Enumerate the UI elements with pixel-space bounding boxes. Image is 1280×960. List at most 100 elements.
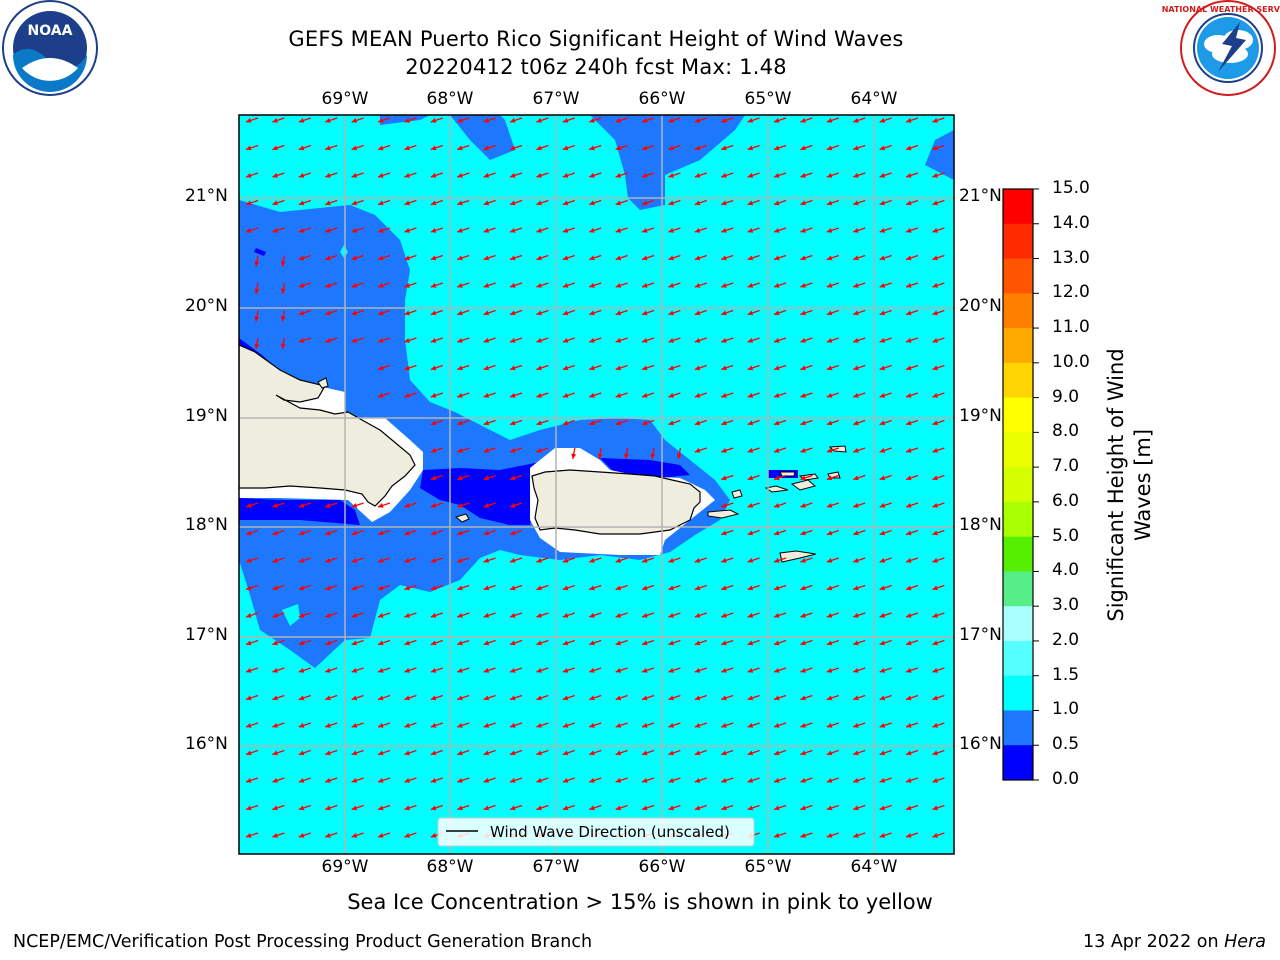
wave-direction-arrowhead — [351, 145, 358, 151]
wave-direction-arrowhead — [483, 255, 490, 261]
wave-direction-arrowhead — [826, 558, 833, 563]
wave-direction-arrowhead — [694, 393, 701, 398]
wave-direction-arrowhead — [853, 750, 859, 756]
wave-direction-arrowhead — [378, 530, 384, 536]
wave-direction-arrowhead — [853, 228, 859, 233]
wave-direction-arrowhead — [774, 558, 780, 563]
wave-direction-arrowhead — [800, 145, 806, 151]
wave-direction-arrowhead — [510, 750, 516, 756]
wave-direction-arrowhead — [932, 448, 938, 453]
wave-direction-arrowhead — [430, 668, 437, 673]
wave-direction-arrowhead — [774, 393, 780, 398]
wave-direction-arrowhead — [826, 805, 833, 811]
wave-direction-arrowhead — [906, 750, 912, 756]
wave-direction-arrowhead — [457, 668, 463, 673]
wave-direction-arrowhead — [483, 695, 490, 701]
wave-direction-arrowhead — [694, 228, 701, 233]
wave-direction-arrowhead — [457, 640, 463, 646]
cyan-spot — [340, 245, 348, 258]
wave-direction-arrowhead — [906, 805, 912, 811]
wave-direction-arrowhead — [853, 640, 859, 646]
lon-label-top: 66°W — [638, 89, 686, 109]
wave-direction-arrowhead — [642, 613, 648, 618]
wave-direction-arrowhead — [853, 145, 859, 151]
wave-direction-arrowhead — [774, 805, 780, 811]
wave-direction-arrowhead — [694, 695, 701, 701]
wave-direction-arrowhead — [589, 585, 595, 591]
wave-direction-arrowhead — [298, 173, 305, 178]
wave-direction-arrowhead — [826, 173, 833, 178]
colorbar-tick-label: 2.0 — [1052, 629, 1080, 650]
wave-direction-arrowhead — [325, 613, 331, 618]
wave-direction-arrowhead — [272, 503, 278, 508]
colorbar-segment — [1003, 501, 1033, 538]
wave-direction-arrowhead — [906, 420, 912, 426]
wave-direction-arrowhead — [597, 453, 603, 459]
wave-direction-arrowhead — [800, 640, 806, 646]
wave-direction-arrowhead — [510, 393, 516, 398]
wave-direction-arrowhead — [483, 145, 490, 151]
wave-direction-arrowhead — [246, 228, 252, 233]
wave-direction-arrowhead — [272, 750, 278, 756]
wave-direction-arrowhead — [404, 695, 410, 701]
wave-direction-arrowhead — [298, 640, 305, 646]
wave-direction-arrowhead — [246, 585, 252, 591]
wave-direction-arrowhead — [747, 613, 754, 618]
wave-direction-arrowhead — [906, 283, 912, 288]
wave-direction-arrowhead — [774, 118, 780, 123]
wave-direction-arrowhead — [325, 145, 331, 151]
wave-direction-arrowhead — [615, 173, 622, 178]
wave-direction-arrowhead — [800, 393, 806, 398]
wave-direction-arrowhead — [747, 695, 754, 701]
wave-direction-arrowhead — [615, 145, 622, 151]
wave-direction-arrowhead — [668, 695, 674, 701]
wave-direction-arrowhead — [642, 145, 648, 151]
wave-direction-arrowhead — [272, 585, 278, 591]
wave-direction-arrowhead — [800, 805, 806, 811]
wave-direction-arrowhead — [536, 255, 542, 261]
colorbar-segment — [1003, 397, 1033, 433]
wave-direction-arrowhead — [457, 145, 463, 151]
wave-direction-arrowhead — [826, 723, 833, 728]
noaa-logo-text: NOAA — [28, 23, 73, 39]
wave-direction-arrowhead — [378, 585, 384, 591]
wave-direction-arrowhead — [404, 778, 410, 783]
wave-direction-arrowhead — [351, 200, 358, 206]
wave-direction-arrowhead — [800, 228, 806, 233]
wave-direction-arrowhead — [906, 310, 912, 316]
wave-direction-arrowhead — [826, 365, 833, 371]
lat-label-left: 19°N — [185, 406, 228, 426]
wave-direction-arrowhead — [272, 613, 278, 618]
lon-label-bottom: 69°W — [321, 857, 369, 877]
wave-direction-arrowhead — [272, 145, 278, 151]
wave-direction-arrowhead — [404, 640, 410, 646]
wave-direction-arrowhead — [483, 778, 490, 783]
wave-direction-arrowhead — [430, 118, 437, 123]
wave-direction-arrowhead — [853, 558, 859, 563]
wave-direction-arrowhead — [404, 283, 410, 288]
wave-direction-arrowhead — [404, 805, 410, 811]
wave-direction-arrowhead — [853, 173, 859, 178]
wave-direction-arrowhead — [879, 283, 886, 288]
wave-direction-arrowhead — [774, 778, 780, 783]
wave-direction-arrowhead — [589, 393, 595, 398]
wave-direction-arrowhead — [378, 200, 384, 206]
wave-direction-arrowhead — [325, 530, 331, 536]
lon-label-top: 69°W — [321, 89, 369, 109]
wave-direction-arrowhead — [774, 640, 780, 646]
wave-direction-arrowhead — [378, 338, 384, 343]
lat-label-left: 16°N — [185, 734, 228, 754]
colorbar-tick-label: 1.0 — [1052, 699, 1080, 720]
wave-direction-arrowhead — [536, 145, 542, 151]
wave-direction-arrowhead — [430, 695, 437, 701]
wave-direction-arrowhead — [694, 668, 701, 673]
wave-direction-arrowhead — [668, 585, 674, 591]
wave-direction-arrowhead — [615, 338, 622, 343]
wave-direction-arrowhead — [589, 255, 595, 261]
wave-direction-arrowhead — [325, 173, 331, 178]
wave-direction-arrowhead — [246, 558, 252, 563]
wave-direction-arrowhead — [826, 118, 833, 123]
wave-direction-arrowhead — [510, 503, 516, 508]
wave-direction-arrowhead — [774, 283, 780, 288]
lon-label-bottom: 65°W — [744, 857, 792, 877]
